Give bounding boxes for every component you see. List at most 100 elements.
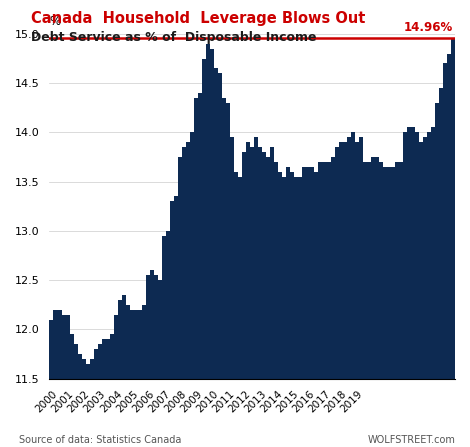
Bar: [182, 147, 186, 379]
Bar: [314, 172, 319, 379]
Bar: [407, 127, 411, 379]
Bar: [214, 68, 218, 379]
Bar: [62, 315, 65, 379]
Bar: [330, 157, 335, 379]
Bar: [86, 364, 90, 379]
Bar: [162, 236, 166, 379]
Bar: [146, 275, 150, 379]
Bar: [154, 275, 158, 379]
Bar: [363, 162, 367, 379]
Bar: [166, 231, 170, 379]
Bar: [258, 147, 262, 379]
Bar: [451, 38, 455, 379]
Bar: [222, 98, 226, 379]
Bar: [65, 315, 70, 379]
Bar: [311, 167, 314, 379]
Bar: [218, 73, 222, 379]
Bar: [335, 147, 338, 379]
Bar: [206, 44, 210, 379]
Bar: [110, 334, 114, 379]
Bar: [142, 305, 146, 379]
Bar: [158, 280, 162, 379]
Bar: [383, 167, 387, 379]
Bar: [439, 88, 443, 379]
Bar: [170, 201, 174, 379]
Bar: [118, 300, 122, 379]
Bar: [94, 349, 98, 379]
Bar: [399, 162, 403, 379]
Bar: [327, 162, 330, 379]
Text: Canada  Household  Leverage Blows Out: Canada Household Leverage Blows Out: [31, 11, 365, 26]
Bar: [246, 142, 250, 379]
Bar: [74, 344, 78, 379]
Bar: [375, 157, 379, 379]
Bar: [102, 339, 106, 379]
Bar: [343, 142, 346, 379]
Bar: [54, 310, 57, 379]
Bar: [82, 359, 86, 379]
Bar: [114, 315, 118, 379]
Bar: [411, 127, 415, 379]
Bar: [226, 103, 230, 379]
Bar: [150, 270, 154, 379]
Bar: [190, 132, 194, 379]
Bar: [403, 132, 407, 379]
Bar: [359, 137, 363, 379]
Bar: [290, 172, 294, 379]
Bar: [419, 142, 423, 379]
Text: %: %: [49, 15, 61, 28]
Bar: [186, 142, 190, 379]
Bar: [242, 152, 246, 379]
Bar: [234, 172, 238, 379]
Bar: [122, 295, 126, 379]
Bar: [319, 162, 322, 379]
Bar: [250, 147, 254, 379]
Bar: [391, 167, 395, 379]
Bar: [78, 354, 82, 379]
Bar: [202, 59, 206, 379]
Bar: [306, 167, 311, 379]
Bar: [346, 137, 351, 379]
Bar: [210, 49, 214, 379]
Bar: [57, 310, 62, 379]
Bar: [270, 147, 274, 379]
Bar: [415, 132, 419, 379]
Text: WOLFSTREET.com: WOLFSTREET.com: [368, 435, 456, 445]
Bar: [355, 142, 359, 379]
Bar: [230, 137, 234, 379]
Bar: [238, 177, 242, 379]
Bar: [427, 132, 431, 379]
Bar: [322, 162, 327, 379]
Bar: [90, 359, 94, 379]
Bar: [302, 167, 306, 379]
Bar: [174, 196, 178, 379]
Bar: [138, 310, 142, 379]
Bar: [447, 54, 451, 379]
Bar: [431, 127, 435, 379]
Bar: [278, 172, 282, 379]
Bar: [126, 305, 130, 379]
Bar: [98, 344, 102, 379]
Bar: [371, 157, 375, 379]
Bar: [395, 162, 399, 379]
Bar: [262, 152, 266, 379]
Bar: [367, 162, 371, 379]
Text: 14.96%: 14.96%: [404, 21, 453, 34]
Bar: [379, 162, 383, 379]
Bar: [49, 320, 54, 379]
Bar: [198, 93, 202, 379]
Bar: [435, 103, 439, 379]
Bar: [338, 142, 343, 379]
Bar: [254, 137, 258, 379]
Bar: [130, 310, 134, 379]
Text: Source of data: Statistics Canada: Source of data: Statistics Canada: [19, 435, 181, 445]
Bar: [134, 310, 138, 379]
Bar: [106, 339, 110, 379]
Bar: [294, 177, 298, 379]
Bar: [194, 98, 198, 379]
Bar: [70, 334, 74, 379]
Bar: [423, 137, 427, 379]
Bar: [286, 167, 290, 379]
Bar: [274, 162, 278, 379]
Bar: [443, 63, 447, 379]
